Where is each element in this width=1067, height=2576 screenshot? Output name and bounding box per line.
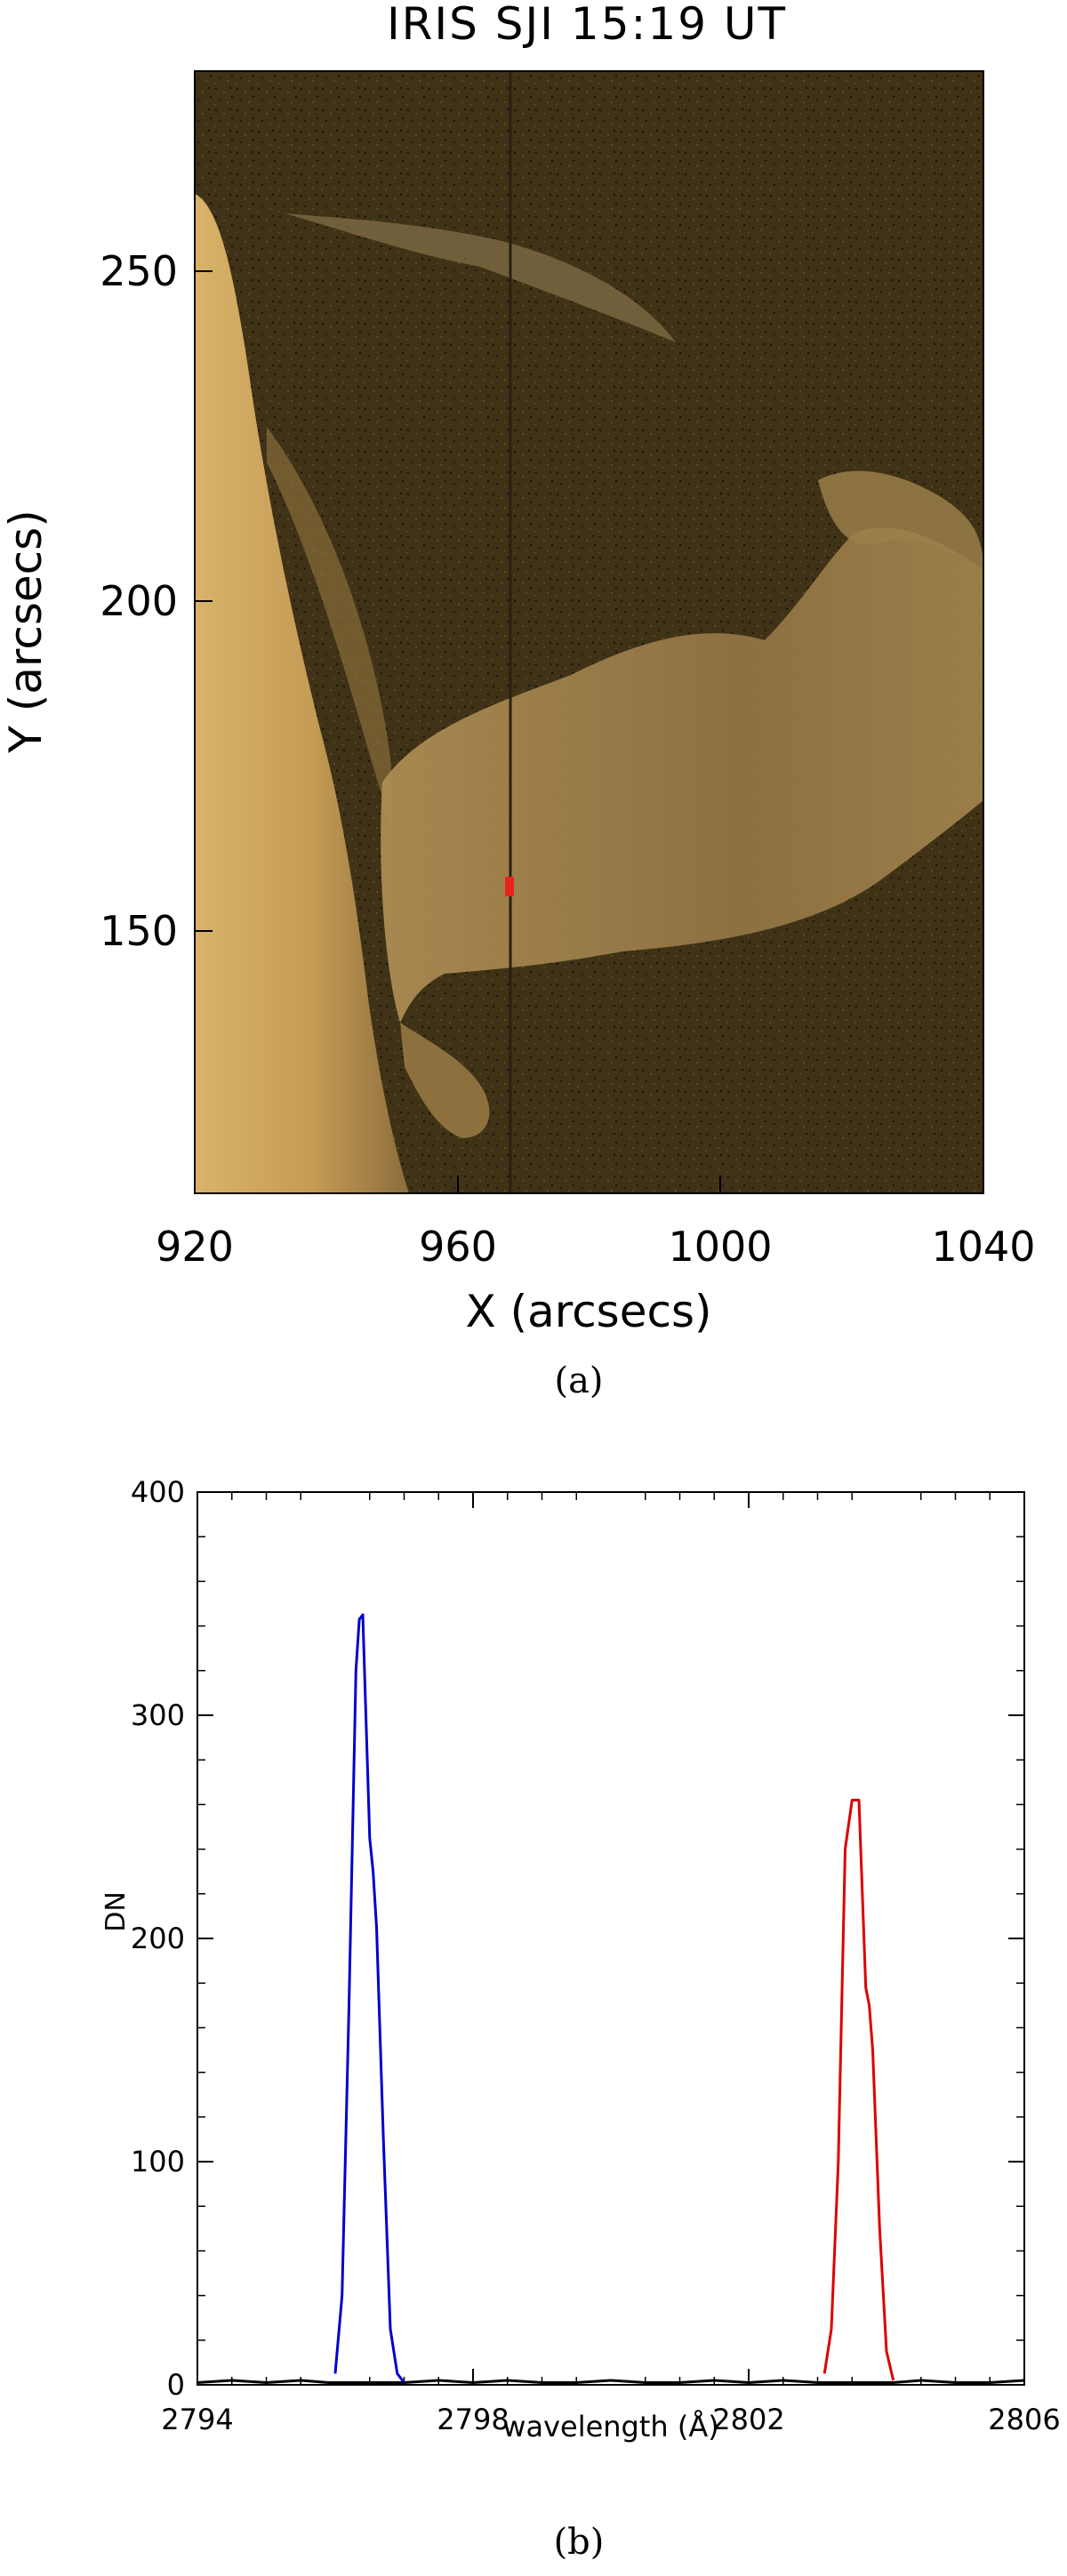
panel-a-xtick-label: 1000 [668, 1223, 772, 1271]
panel-a-xtick-label: 1040 [931, 1223, 1035, 1271]
panel-a-xtick-label: 960 [419, 1223, 497, 1271]
x-tick-label: 2798 [437, 2403, 509, 2436]
panel-b-series [197, 1613, 1025, 2384]
baseline-series-line [197, 2379, 1025, 2384]
sji-image [195, 71, 983, 1193]
panel-a-x-axis-label: X (arcsecs) [465, 1286, 711, 1337]
upper-filament-streak [285, 213, 676, 342]
panel-b-frame [197, 1491, 1025, 2386]
panel-b-y-tick-labels: 0 100 200 300 400 [131, 1475, 185, 2402]
mg-k-profile-line [333, 1613, 405, 2384]
panel-b-caption: (b) [554, 2522, 605, 2563]
mg-h-profile-line [822, 1798, 895, 2381]
panel-a-ytick-label: 250 [100, 247, 178, 295]
panel-b-x-axis-label: wavelength (Å) [502, 2410, 718, 2444]
prominence-upper-loop [818, 470, 983, 569]
panel-a-title: IRIS SJI 15:19 UT [387, 0, 787, 50]
panel-a-y-axis-label: Y (arcsecs) [0, 510, 52, 753]
y-tick-label: 400 [131, 1475, 185, 1509]
prominence-lower-blob [400, 1023, 490, 1138]
x-tick-label: 2794 [161, 2403, 233, 2436]
prominence-arch [381, 527, 983, 1023]
panel-a-frame [194, 70, 984, 1194]
y-tick-label: 300 [131, 1698, 185, 1732]
panel-a-xtick-label: 920 [156, 1223, 234, 1271]
panel-a-ticks [194, 270, 984, 1193]
panel-a-caption: (a) [554, 1360, 603, 1401]
panel-a-ytick-label: 200 [100, 577, 178, 625]
panel-a: IRIS SJI 15:19 UT 920 960 [0, 0, 1036, 1401]
panel-a-ytick-label: 150 [100, 907, 178, 955]
y-tick-label: 200 [131, 1922, 185, 1955]
x-tick-label: 2802 [712, 2403, 784, 2436]
slit-marker [505, 877, 514, 896]
panel-b-x-tick-labels: 2794 2798 2802 2806 [161, 2403, 1060, 2436]
spicule-region [267, 427, 391, 827]
solar-limb [195, 194, 409, 1193]
panel-b-ticks [197, 1491, 1025, 2386]
panel-b-y-axis-label: DN [100, 1891, 132, 1932]
panel-a-y-tick-labels: 150 200 250 [100, 247, 178, 955]
y-tick-label: 0 [167, 2368, 185, 2402]
panel-b: 2794 2798 2802 2806 0 100 200 300 400 wavelengt… [100, 1475, 1061, 2563]
panel-a-x-tick-labels: 920 960 1000 1040 [156, 1223, 1035, 1271]
y-tick-label: 100 [131, 2145, 185, 2179]
x-tick-label: 2806 [988, 2403, 1060, 2436]
